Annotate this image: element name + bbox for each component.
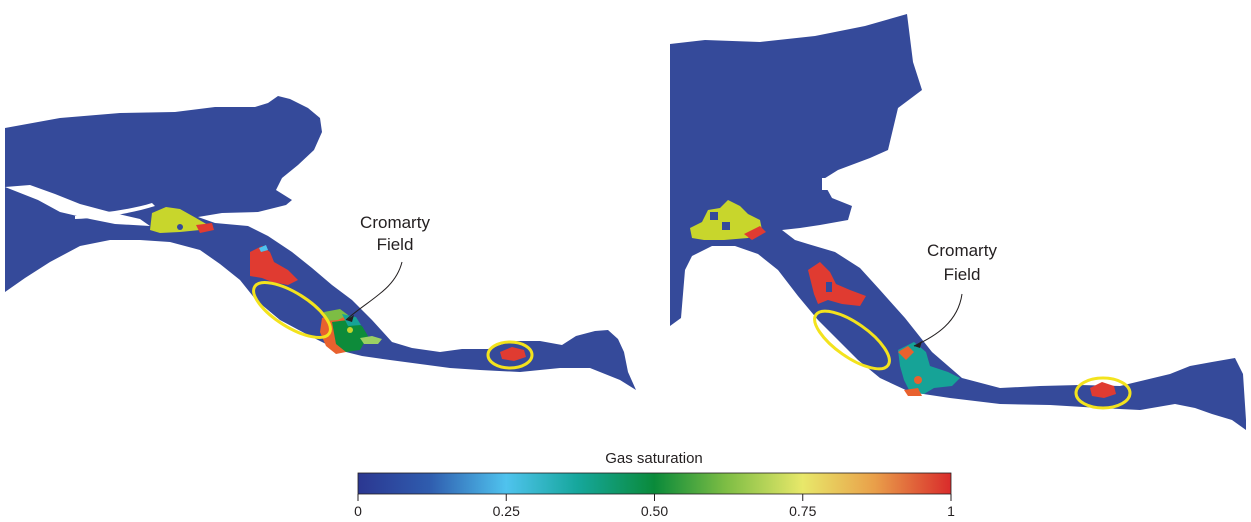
colorbar: Gas saturation 0 0.25 0.50 0.75 1	[354, 450, 955, 519]
left-field-arrowhead	[346, 315, 354, 322]
right-cromarty-orange-south	[904, 388, 922, 396]
colorbar-ticks: 0 0.25 0.50 0.75 1	[354, 494, 955, 519]
left-cromarty-green	[332, 320, 368, 352]
colorbar-tick-label: 0.50	[641, 503, 668, 519]
right-red-fringe	[744, 226, 766, 240]
right-highlight-ellipse-west	[813, 309, 891, 371]
right-map-panel: Cromarty Field	[670, 14, 1246, 430]
colorbar-tick-label: 0.75	[789, 503, 816, 519]
right-field-label-line1: Cromarty	[927, 241, 997, 260]
right-red-zone-hole	[826, 282, 832, 292]
left-cromarty-lightgreen	[324, 309, 348, 321]
left-cromarty-tail	[360, 336, 382, 344]
left-white-streak	[75, 203, 155, 219]
left-map-panel: Cromarty Field	[5, 96, 636, 390]
left-east-red-zone	[500, 347, 526, 361]
left-highlight-ellipse-east	[486, 340, 534, 370]
right-field-arrowhead	[914, 341, 922, 348]
left-formation-body	[5, 96, 636, 390]
colorbar-gradient	[357, 472, 952, 495]
right-cromarty-orange-north	[898, 346, 914, 360]
left-red-fringe	[196, 223, 214, 233]
right-cromarty-orange-dot	[914, 376, 922, 384]
colorbar-tick-label: 0.25	[493, 503, 520, 519]
right-yellow-hole-1	[710, 212, 718, 220]
right-highlight-ellipse-east	[1074, 376, 1132, 410]
left-cromarty-fleck	[347, 327, 353, 333]
right-east-red-zone	[1090, 382, 1116, 398]
right-red-zone	[808, 262, 866, 306]
left-yellow-zone	[150, 207, 208, 233]
right-field-leader-line	[913, 293, 963, 347]
colorbar-tick-label: 0	[354, 503, 362, 519]
colorbar-tick-label: 1	[947, 503, 955, 519]
left-field-leader-line	[345, 261, 403, 321]
right-yellow-zone	[690, 200, 762, 240]
colorbar-title: Gas saturation	[605, 450, 703, 467]
right-formation-notch	[822, 178, 836, 190]
left-red-zone	[250, 246, 298, 285]
left-lightblue-fleck	[259, 245, 268, 252]
right-cromarty-teal	[898, 342, 960, 394]
right-yellow-hole-2	[722, 222, 730, 230]
left-yellow-spot	[177, 224, 183, 230]
right-formation-body	[670, 14, 1246, 430]
right-field-label-line2: Field	[944, 265, 981, 284]
left-field-label-line2: Field	[377, 235, 414, 254]
left-highlight-ellipse-west	[252, 281, 332, 339]
left-formation-gap	[5, 185, 150, 226]
left-field-label-line1: Cromarty	[360, 213, 430, 232]
